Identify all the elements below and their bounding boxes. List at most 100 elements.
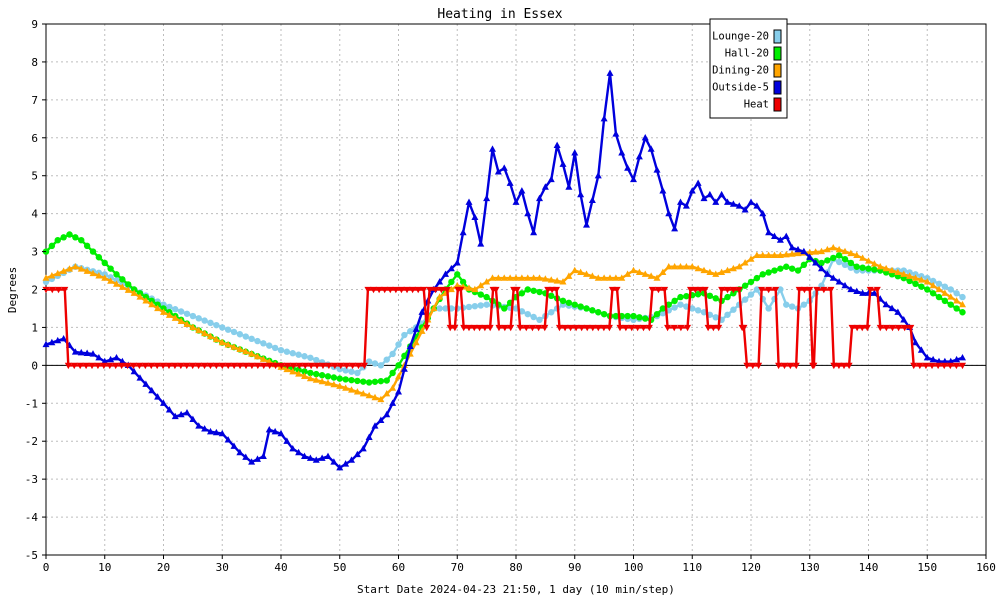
data-point: [788, 303, 796, 310]
data-point: [677, 324, 685, 332]
data-point: [301, 353, 308, 360]
data-point: [471, 285, 479, 293]
data-point: [853, 324, 861, 332]
data-point: [571, 149, 579, 156]
data-point: [183, 362, 191, 370]
data-point: [765, 269, 772, 276]
data-point: [782, 232, 790, 239]
data-point: [700, 266, 708, 274]
data-point: [959, 300, 966, 308]
data-point: [794, 245, 802, 253]
data-point: [219, 324, 226, 331]
data-point: [242, 453, 250, 460]
data-point: [42, 274, 50, 281]
data-point: [677, 301, 684, 308]
data-point: [148, 300, 156, 308]
data-point: [565, 272, 573, 279]
data-point: [835, 258, 843, 266]
data-point: [483, 278, 491, 285]
data-point: [348, 386, 355, 393]
data-point: [823, 245, 831, 253]
data-point: [512, 198, 520, 205]
data-point: [694, 179, 702, 186]
data-point: [289, 362, 297, 370]
data-point: [824, 257, 831, 264]
data-point: [430, 304, 438, 312]
data-point: [165, 311, 173, 318]
legend: Lounge-20 Hall-20 Dining-20 Outside-5 Heat: [709, 18, 788, 119]
data-point: [337, 362, 345, 370]
data-point: [536, 316, 543, 324]
data-point: [917, 346, 925, 353]
data-point: [634, 324, 642, 332]
x-tick-label: 80: [509, 561, 522, 574]
data-point: [95, 272, 103, 279]
data-point: [743, 362, 751, 370]
data-point: [312, 376, 320, 383]
y-tick-label: -4: [25, 511, 39, 524]
data-point: [107, 277, 115, 284]
data-point: [700, 309, 708, 316]
data-point: [589, 324, 597, 332]
data-point: [60, 267, 68, 274]
data-point: [735, 286, 743, 294]
data-point: [389, 369, 396, 377]
data-point: [536, 194, 543, 202]
data-point: [494, 168, 502, 175]
data-point: [941, 283, 949, 290]
data-point: [442, 270, 449, 277]
data-point: [648, 286, 656, 294]
data-point: [189, 312, 197, 320]
data-point: [266, 362, 274, 370]
data-point: [118, 357, 126, 365]
data-point: [747, 198, 755, 205]
data-point: [624, 270, 632, 277]
data-point: [101, 259, 108, 267]
data-point: [858, 324, 866, 332]
data-point: [371, 393, 379, 401]
data-point: [183, 320, 191, 327]
data-point: [48, 272, 56, 279]
data-point: [841, 247, 849, 255]
x-tick-label: 100: [624, 561, 644, 574]
data-point: [594, 324, 602, 332]
data-point: [806, 248, 814, 256]
data-point: [183, 310, 191, 317]
data-point: [777, 265, 784, 272]
data-point: [465, 284, 473, 291]
legend-swatch-dining-20: [773, 63, 782, 78]
data-point: [870, 289, 878, 296]
data-point: [753, 286, 761, 293]
data-point: [518, 290, 526, 297]
data-point: [432, 286, 440, 294]
data-point: [313, 356, 320, 364]
data-point: [283, 365, 291, 373]
data-point: [894, 308, 902, 315]
x-tick-label: 130: [800, 561, 820, 574]
data-point: [759, 271, 766, 278]
data-point: [397, 286, 405, 294]
data-point: [524, 274, 532, 281]
data-point: [125, 281, 132, 288]
data-point: [941, 297, 949, 305]
data-point: [392, 286, 400, 294]
data-point: [541, 324, 549, 332]
data-point: [782, 250, 790, 258]
data-point: [248, 458, 256, 465]
data-point: [671, 304, 678, 311]
legend-label-lounge-20: Lounge-20: [712, 31, 769, 43]
data-point: [578, 324, 586, 332]
data-point: [665, 209, 673, 217]
data-point: [319, 362, 327, 370]
series-dining-20: [42, 243, 966, 403]
data-point: [483, 194, 491, 202]
data-point: [664, 324, 672, 332]
data-point: [530, 313, 537, 321]
data-point: [160, 308, 167, 315]
data-point: [730, 306, 737, 313]
data-point: [142, 380, 150, 387]
data-point: [457, 286, 465, 294]
data-point: [800, 261, 808, 269]
data-point: [947, 357, 955, 365]
data-point: [189, 323, 197, 331]
